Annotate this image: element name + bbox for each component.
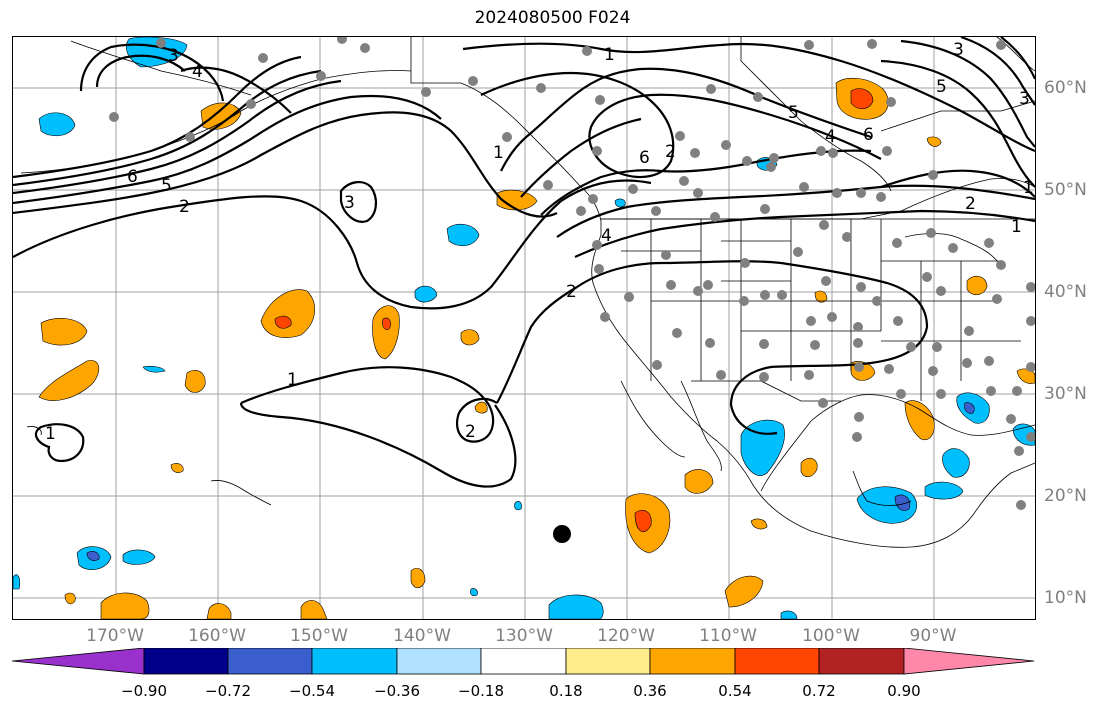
colorbar-tick: −0.36 — [374, 682, 420, 700]
positive-anomaly-fills — [39, 78, 1035, 619]
map-canvas: 1 2 3 4 5 6 1 2 3 4 5 6 1 2 3 4 5 6 1 2 … — [13, 37, 1035, 619]
lon-label: 160°W — [188, 626, 246, 646]
contour-label: 4 — [192, 62, 203, 82]
colorbar-tick: 0.54 — [718, 682, 751, 700]
lat-label: 40°N — [1044, 282, 1087, 302]
contour-label: 3 — [1019, 89, 1030, 109]
lat-label: 30°N — [1044, 384, 1087, 404]
contour-label: 5 — [161, 176, 172, 196]
colorbar-tick: −0.90 — [121, 682, 167, 700]
colorbar-tick: 0.36 — [633, 682, 666, 700]
lon-label: 140°W — [393, 626, 451, 646]
colorbar-tick: −0.54 — [289, 682, 335, 700]
contour-label: 2 — [965, 194, 976, 214]
station-markers — [109, 37, 1035, 510]
lon-label: 130°W — [495, 626, 553, 646]
lon-label: 170°W — [86, 626, 144, 646]
contour-label: 5 — [788, 103, 799, 123]
contour-label: 1 — [287, 370, 298, 390]
lat-label: 20°N — [1044, 486, 1087, 506]
colorbar-tick: −0.72 — [205, 682, 251, 700]
lat-label: 10°N — [1044, 588, 1087, 608]
lon-label: 90°W — [910, 626, 957, 646]
contour-label: 5 — [936, 77, 947, 97]
lat-label: 60°N — [1044, 78, 1087, 98]
contour-label: 6 — [863, 125, 874, 145]
contour-label: 1 — [1023, 178, 1034, 198]
contour-label: 2 — [566, 282, 577, 302]
contour-label: 6 — [127, 167, 138, 187]
contour-label: 4 — [601, 226, 612, 246]
lon-label: 110°W — [699, 626, 757, 646]
graticule — [13, 37, 1035, 619]
colorbar-tick: 0.90 — [887, 682, 920, 700]
contour-label: 1 — [604, 45, 615, 65]
colorbar-low-extension — [12, 648, 144, 674]
lon-label: 150°W — [290, 626, 348, 646]
contour-label: 1 — [45, 424, 56, 444]
lon-label: 120°W — [597, 626, 655, 646]
map-panel: 1 2 3 4 5 6 1 2 3 4 5 6 1 2 3 4 5 6 1 2 … — [12, 36, 1036, 620]
contour-label: 2 — [465, 422, 476, 442]
contour-label: 4 — [825, 127, 836, 147]
colorbar-tick: 0.72 — [802, 682, 835, 700]
lon-label: 100°W — [802, 626, 860, 646]
colorbar — [0, 648, 1105, 678]
lat-label: 50°N — [1044, 180, 1087, 200]
colorbar-high-extension — [904, 648, 1034, 674]
contour-label: 2 — [179, 197, 190, 217]
contour-label: 3 — [168, 46, 179, 66]
colorbar-tick: 0.18 — [549, 682, 582, 700]
contour-label: 1 — [493, 143, 504, 163]
contour-label: 6 — [639, 148, 650, 168]
map-title: 2024080500 F024 — [0, 8, 1105, 28]
contour-label: 3 — [953, 40, 964, 60]
contour-label: 1 — [1011, 217, 1022, 237]
contour-label: 2 — [665, 142, 676, 162]
negative-anomaly-fills — [13, 37, 1035, 619]
colorbar-tick: −0.18 — [458, 682, 504, 700]
contour-label: 3 — [344, 193, 355, 213]
storm-center-marker — [553, 525, 571, 543]
